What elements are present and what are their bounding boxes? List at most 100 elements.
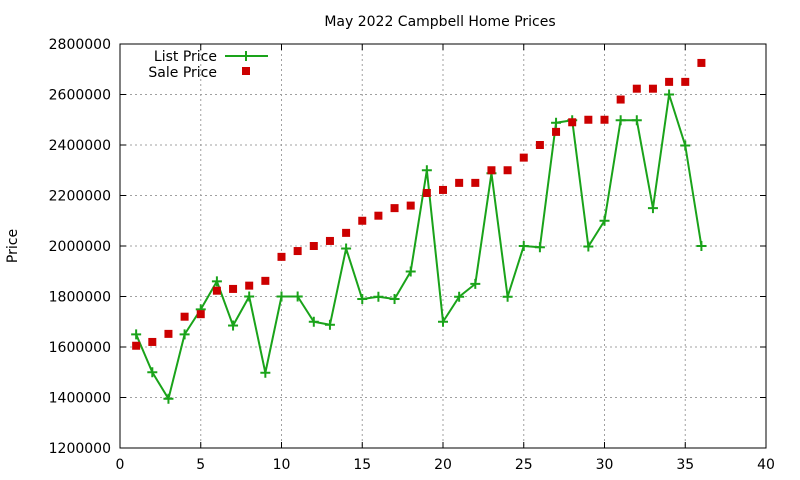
sale-price-point: [681, 77, 690, 86]
grid: [120, 44, 766, 448]
y-tick-label: 1600000: [49, 340, 111, 356]
list-price-point: [647, 203, 658, 214]
sale-price-point: [212, 286, 221, 295]
list-price-point: [680, 140, 691, 151]
list-price-point: [131, 329, 142, 340]
list-price-point: [292, 291, 303, 302]
sale-price-point: [665, 77, 674, 86]
y-tick-label: 2600000: [49, 88, 111, 104]
sale-price-point: [535, 141, 544, 149]
legend-list-price-plus-icon: [241, 51, 251, 61]
y-tick-label: 1800000: [49, 290, 111, 306]
list-price-point: [389, 294, 400, 305]
list-price-point: [260, 367, 271, 378]
sale-price-point: [616, 95, 625, 104]
list-price-point: [631, 115, 642, 126]
sale-price-point: [293, 247, 302, 256]
legend-swatch-sale-price: [242, 67, 250, 75]
list-price-point: [664, 89, 675, 100]
chart-title: May 2022 Campbell Home Prices: [324, 14, 555, 30]
legend-label-sale-price: Sale Price: [148, 65, 217, 81]
x-tick-label: 0: [116, 457, 125, 473]
list-price-point: [179, 329, 190, 340]
list-price-point: [470, 278, 481, 289]
sale-price-point: [584, 115, 593, 124]
list-price-point: [696, 241, 707, 251]
x-tick-label: 30: [596, 457, 614, 473]
sale-price-point: [325, 236, 334, 245]
list-price-point: [244, 291, 255, 302]
sale-price-point: [455, 178, 464, 187]
sale-price-point: [439, 185, 447, 194]
list-price-point: [421, 165, 432, 176]
y-tick-label: 1400000: [49, 391, 111, 407]
sale-price-point: [229, 284, 238, 293]
sale-price-point: [390, 204, 399, 213]
sale-price-point: [148, 337, 157, 346]
list-price-point: [341, 243, 352, 254]
list-price-point: [502, 291, 513, 302]
list-price-point: [147, 367, 158, 378]
list-price-point: [373, 291, 384, 302]
sale-price-point: [277, 252, 286, 261]
legend: List Price Sale Price: [148, 49, 268, 81]
y-tick-label: 2400000: [49, 138, 111, 154]
list-price-point: [583, 241, 594, 252]
list-price-point: [228, 320, 239, 331]
sale-price-point: [132, 341, 141, 350]
sale-price-point: [164, 329, 173, 338]
list-price-point: [308, 316, 319, 327]
x-tick-label: 15: [353, 457, 371, 473]
sale-price-point: [697, 58, 706, 67]
axis-ticks: 0 5 10 15 20 25 30 35 40 1200000 1400000 1600000 180…: [49, 37, 775, 473]
sale-price-point: [519, 153, 528, 162]
y-tick-label: 2200000: [49, 189, 111, 205]
x-tick-label: 25: [515, 457, 533, 473]
x-tick-label: 20: [434, 457, 452, 473]
list-price-point: [599, 215, 610, 226]
list-price-point: [551, 117, 562, 128]
list-price-point: [324, 319, 335, 330]
sale-price-point: [503, 166, 512, 175]
sale-price-point: [471, 178, 480, 187]
legend-label-list-price: List Price: [154, 49, 217, 65]
sale-price-point: [552, 127, 561, 136]
sale-price-point: [648, 84, 657, 93]
y-tick-label: 2800000: [49, 37, 111, 53]
list-price-point: [534, 242, 545, 253]
sale-price-point: [374, 211, 383, 220]
x-tick-label: 40: [757, 457, 775, 473]
sale-price-point: [180, 312, 189, 321]
sale-price-point: [632, 84, 641, 93]
list-price-point: [454, 291, 465, 302]
list-price-line: [135, 93, 703, 400]
series: [131, 58, 707, 404]
legend-swatch-list-price-marker: [241, 51, 251, 61]
sale-price-point: [261, 276, 270, 285]
x-tick-label: 35: [676, 457, 694, 473]
x-tick-label: 10: [273, 457, 291, 473]
sale-price-point: [196, 310, 205, 319]
sale-price-point: [422, 188, 431, 197]
list-price-point: [276, 291, 287, 302]
sale-price-point: [245, 281, 254, 290]
sale-price-point: [309, 242, 318, 250]
list-price-point: [615, 115, 626, 126]
sale-price-point: [568, 118, 577, 127]
x-tick-label: 5: [196, 457, 205, 473]
list-price-point: [405, 266, 416, 277]
sale-price-point: [406, 201, 415, 210]
list-price-point: [518, 241, 529, 251]
y-axis-label: Price: [5, 229, 21, 263]
sale-price-point: [487, 166, 496, 175]
y-tick-label: 1200000: [49, 441, 111, 457]
sale-price-point: [600, 115, 609, 124]
sale-price-point: [342, 228, 351, 237]
sale-price-point: [358, 216, 367, 225]
list-price-point: [438, 316, 448, 327]
list-price-point: [211, 276, 222, 287]
y-tick-label: 2000000: [49, 239, 111, 255]
list-price-point: [163, 393, 174, 404]
list-price-point: [357, 294, 368, 305]
